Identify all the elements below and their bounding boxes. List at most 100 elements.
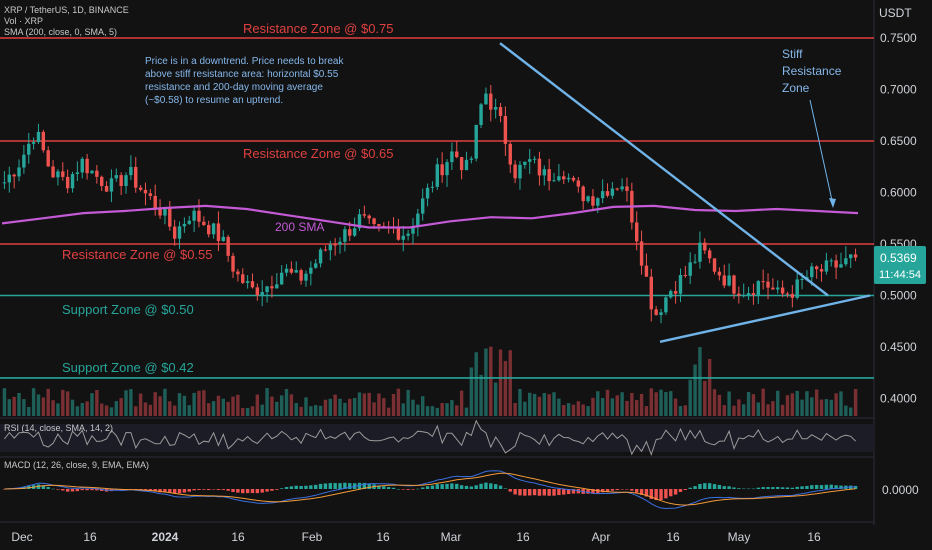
candle-body <box>401 235 405 240</box>
candle-body <box>36 131 41 143</box>
candle-body <box>2 182 7 184</box>
volume-bar <box>90 393 94 416</box>
candle-body <box>275 284 279 289</box>
macd-hist-bar <box>469 486 474 489</box>
volume-bar <box>649 388 653 416</box>
candle-body <box>348 229 352 236</box>
volume-bar <box>853 388 858 416</box>
candle-body <box>440 164 444 176</box>
candle-body <box>270 286 274 289</box>
currency-label[interactable]: USDT <box>879 6 912 20</box>
macd-hist-bar <box>401 489 405 490</box>
candle-body <box>143 189 148 194</box>
volume-bar <box>639 393 644 416</box>
annotation-line-2: above stiff resistance area: horizontal … <box>145 69 339 80</box>
volume-bars <box>2 346 858 416</box>
volume-bar <box>834 393 838 416</box>
candle-body <box>357 214 362 229</box>
volume-bar <box>172 405 177 416</box>
volume-bar <box>727 391 731 416</box>
candle-body <box>80 158 84 173</box>
volume-bar <box>780 404 785 416</box>
candle-body <box>241 274 245 283</box>
macd-hist-bar <box>742 488 746 490</box>
annotation-line-4: (~$0.58) to resume an uptrend. <box>145 95 283 106</box>
volume-bar <box>615 395 619 416</box>
candle-body <box>824 260 829 272</box>
macd-histogram <box>2 482 858 501</box>
volume-bar <box>51 400 55 416</box>
macd-hist-bar <box>673 489 678 495</box>
candle-body <box>163 208 167 216</box>
candle-body <box>703 242 707 251</box>
macd-hist-bar <box>391 487 396 489</box>
volume-bar <box>630 392 634 416</box>
macd-hist-bar <box>630 489 634 491</box>
volume-bar <box>56 403 60 416</box>
macd-hist-bar <box>80 489 84 491</box>
macd-hist-bar <box>250 489 255 494</box>
volume-bar <box>357 392 362 416</box>
macd-hist-bar <box>737 488 741 489</box>
volume-bar <box>673 398 678 416</box>
macd-hist-bar <box>717 484 722 489</box>
volume-bar <box>586 406 590 416</box>
macd-hist-bar <box>226 489 230 491</box>
volume-bar <box>367 392 371 416</box>
rsi-band <box>0 424 874 452</box>
volume-bar <box>163 388 167 416</box>
candle-body <box>790 293 795 298</box>
volume-bar <box>484 348 488 416</box>
candle-body <box>678 275 683 294</box>
macd-hist-bar <box>532 489 537 496</box>
macd-hist-bar <box>688 487 692 489</box>
time-tick: 16 <box>516 530 530 544</box>
macd-hist-bar <box>46 486 50 489</box>
macd-hist-bar <box>756 487 760 489</box>
sma-legend: SMA (200, close, 0, SMA, 5) <box>4 27 117 37</box>
resistance-trendline[interactable] <box>499 42 829 297</box>
macd-hist-bar <box>255 489 260 494</box>
macd-hist-bar <box>187 489 191 492</box>
support-trendline[interactable] <box>659 294 871 344</box>
candle-body <box>829 260 833 262</box>
macd-hist-bar <box>707 483 712 489</box>
candle-body <box>158 208 162 216</box>
time-tick: 16 <box>376 530 390 544</box>
macd-hist-bar <box>790 487 795 489</box>
candle-body <box>615 188 619 190</box>
candle-body <box>785 293 790 295</box>
candle-body <box>197 210 201 222</box>
macd-hist-bar <box>557 489 561 496</box>
macd-hist-bar <box>265 489 269 492</box>
candle-body <box>469 158 474 160</box>
volume-bar <box>187 405 191 416</box>
candle-body <box>814 266 819 270</box>
volume-bar <box>751 394 756 416</box>
volume-bar <box>581 404 585 416</box>
candle-body <box>659 312 663 315</box>
macd-hist-bar <box>85 489 89 491</box>
volume-bar <box>148 404 153 416</box>
volume-bar <box>17 392 21 416</box>
macd-hist-bar <box>367 483 371 489</box>
macd-hist-bar <box>435 484 439 489</box>
candle-body <box>85 158 89 174</box>
macd-hist-bar <box>547 489 551 496</box>
macd-hist-bar <box>639 489 644 495</box>
macd-hist-bar <box>586 489 590 494</box>
volume-bar <box>678 406 683 416</box>
time-tick: 16 <box>666 530 680 544</box>
candle-body <box>396 228 401 240</box>
volume-bar <box>197 390 201 416</box>
candle-body <box>528 159 532 162</box>
macd-hist-bar <box>450 483 454 489</box>
candle-body <box>153 195 157 209</box>
candle-body <box>693 261 697 263</box>
volume-bar <box>27 406 31 416</box>
candle-body <box>673 291 678 294</box>
macd-hist-bar <box>654 489 658 501</box>
candle-body <box>557 176 561 181</box>
